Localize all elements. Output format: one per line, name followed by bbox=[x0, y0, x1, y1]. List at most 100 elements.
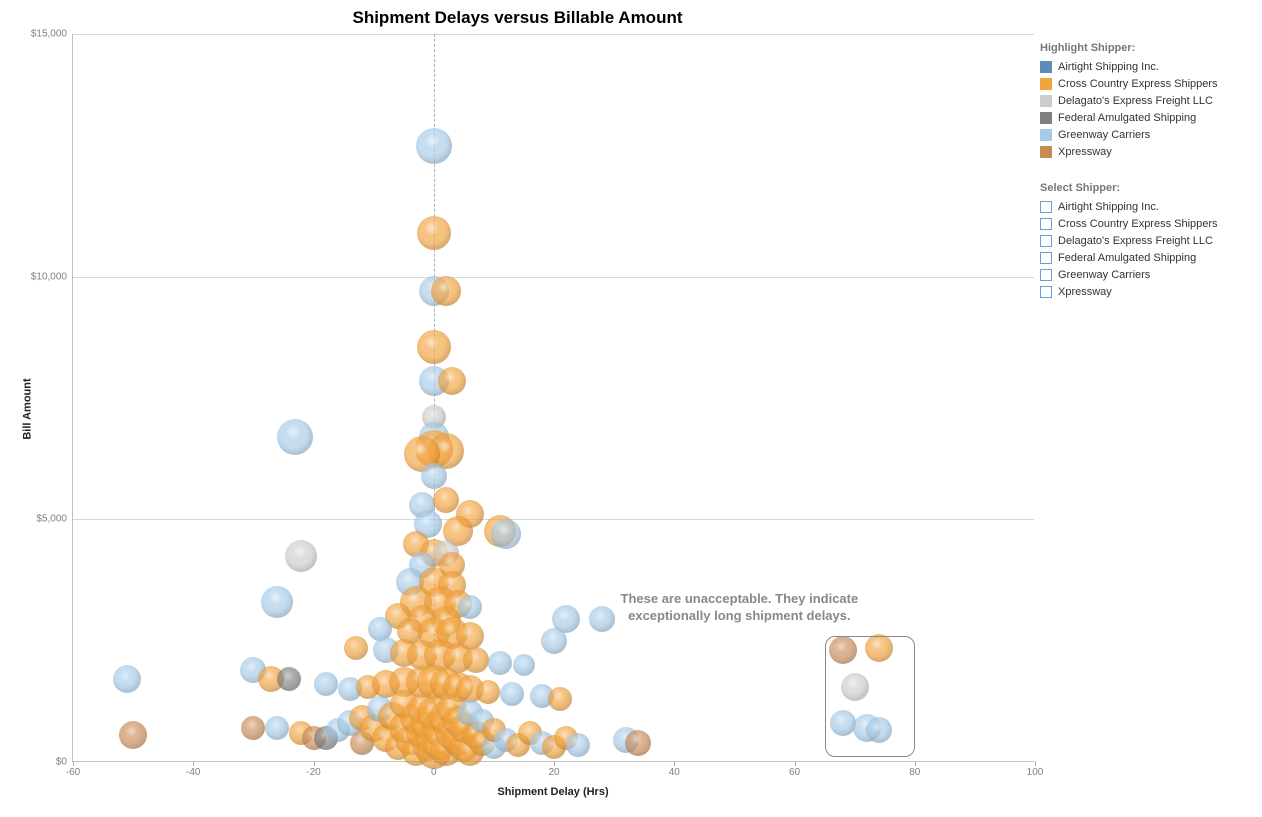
data-point[interactable] bbox=[350, 731, 374, 755]
data-point[interactable] bbox=[482, 735, 506, 759]
data-point[interactable] bbox=[456, 622, 484, 650]
data-point[interactable] bbox=[506, 733, 530, 757]
data-point[interactable] bbox=[443, 706, 473, 736]
data-point[interactable] bbox=[408, 605, 436, 633]
data-point[interactable] bbox=[439, 552, 465, 578]
data-point[interactable] bbox=[494, 728, 518, 752]
data-point[interactable] bbox=[443, 516, 473, 546]
data-point[interactable] bbox=[488, 651, 512, 675]
data-point[interactable] bbox=[409, 552, 435, 578]
data-point[interactable] bbox=[240, 657, 266, 683]
data-point[interactable] bbox=[113, 665, 141, 693]
data-point[interactable] bbox=[442, 724, 474, 756]
legend-highlight-item[interactable]: Federal Amulgated Shipping bbox=[1040, 109, 1255, 126]
data-point[interactable] bbox=[449, 732, 479, 762]
legend-highlight-item[interactable]: Greenway Carriers bbox=[1040, 126, 1255, 143]
data-point[interactable] bbox=[482, 718, 506, 742]
checkbox-icon[interactable] bbox=[1040, 201, 1052, 213]
data-point[interactable] bbox=[435, 716, 469, 750]
data-point[interactable] bbox=[431, 606, 461, 636]
data-point[interactable] bbox=[119, 721, 147, 749]
data-point[interactable] bbox=[423, 726, 457, 760]
data-point[interactable] bbox=[422, 710, 458, 746]
data-point[interactable] bbox=[326, 718, 350, 742]
checkbox-icon[interactable] bbox=[1040, 286, 1052, 298]
data-point[interactable] bbox=[258, 666, 284, 692]
legend-highlight-item[interactable]: Xpressway bbox=[1040, 143, 1255, 160]
data-point[interactable] bbox=[277, 667, 301, 691]
data-point[interactable] bbox=[400, 702, 432, 734]
data-point[interactable] bbox=[438, 367, 466, 395]
data-point[interactable] bbox=[463, 647, 489, 673]
legend-select-item[interactable]: Xpressway bbox=[1040, 283, 1255, 300]
data-point[interactable] bbox=[385, 734, 411, 760]
data-point[interactable] bbox=[444, 590, 472, 618]
data-point[interactable] bbox=[456, 675, 484, 703]
data-point[interactable] bbox=[373, 637, 399, 663]
data-point[interactable] bbox=[367, 696, 393, 722]
legend-highlight-item[interactable]: Delagato's Express Freight LLC bbox=[1040, 92, 1255, 109]
data-point[interactable] bbox=[438, 571, 466, 599]
data-point[interactable] bbox=[289, 721, 313, 745]
data-point[interactable] bbox=[349, 705, 375, 731]
data-point[interactable] bbox=[449, 713, 479, 743]
data-point[interactable] bbox=[456, 738, 484, 766]
data-point[interactable] bbox=[548, 687, 572, 711]
data-point[interactable] bbox=[436, 617, 468, 649]
data-point[interactable] bbox=[241, 716, 265, 740]
data-point[interactable] bbox=[412, 729, 444, 761]
checkbox-icon[interactable] bbox=[1040, 269, 1052, 281]
data-point[interactable] bbox=[443, 672, 473, 702]
data-point[interactable] bbox=[314, 726, 338, 750]
data-point[interactable] bbox=[433, 487, 459, 513]
data-point[interactable] bbox=[338, 677, 362, 701]
legend-select-item[interactable]: Delagato's Express Freight LLC bbox=[1040, 232, 1255, 249]
data-point[interactable] bbox=[390, 690, 418, 718]
data-point[interactable] bbox=[356, 675, 380, 699]
data-point[interactable] bbox=[431, 276, 461, 306]
data-point[interactable] bbox=[518, 721, 542, 745]
data-point[interactable] bbox=[302, 726, 326, 750]
data-point[interactable] bbox=[265, 716, 289, 740]
data-point[interactable] bbox=[390, 639, 418, 667]
data-point[interactable] bbox=[541, 628, 567, 654]
legend-select-item[interactable]: Federal Amulgated Shipping bbox=[1040, 249, 1255, 266]
data-point[interactable] bbox=[530, 731, 554, 755]
data-point[interactable] bbox=[470, 709, 494, 733]
legend-highlight-item[interactable]: Cross Country Express Shippers bbox=[1040, 75, 1255, 92]
data-point[interactable] bbox=[360, 714, 388, 742]
data-point[interactable] bbox=[554, 726, 578, 750]
data-point[interactable] bbox=[424, 586, 456, 618]
data-point[interactable] bbox=[462, 721, 490, 749]
data-point[interactable] bbox=[372, 724, 400, 752]
checkbox-icon[interactable] bbox=[1040, 252, 1052, 264]
legend-select-item[interactable]: Greenway Carriers bbox=[1040, 266, 1255, 283]
data-point[interactable] bbox=[395, 725, 425, 755]
data-point[interactable] bbox=[407, 640, 437, 670]
data-point[interactable] bbox=[613, 727, 639, 753]
data-point[interactable] bbox=[389, 713, 419, 743]
data-point[interactable] bbox=[285, 540, 317, 572]
data-point[interactable] bbox=[403, 531, 429, 557]
legend-select-item[interactable]: Cross Country Express Shippers bbox=[1040, 215, 1255, 232]
data-point[interactable] bbox=[400, 586, 432, 618]
data-point[interactable] bbox=[433, 540, 459, 566]
data-point[interactable] bbox=[443, 643, 473, 673]
data-point[interactable] bbox=[552, 605, 580, 633]
data-point[interactable] bbox=[385, 603, 411, 629]
data-point[interactable] bbox=[437, 694, 467, 724]
data-point[interactable] bbox=[566, 733, 590, 757]
legend-select-item[interactable]: Airtight Shipping Inc. bbox=[1040, 198, 1255, 215]
data-point[interactable] bbox=[409, 492, 435, 518]
data-point[interactable] bbox=[314, 672, 338, 696]
data-point[interactable] bbox=[500, 682, 524, 706]
data-point[interactable] bbox=[491, 519, 521, 549]
data-point[interactable] bbox=[469, 730, 495, 756]
data-point[interactable] bbox=[402, 738, 430, 766]
data-point[interactable] bbox=[414, 510, 442, 538]
data-point[interactable] bbox=[378, 702, 406, 730]
checkbox-icon[interactable] bbox=[1040, 235, 1052, 247]
data-point[interactable] bbox=[458, 595, 482, 619]
data-point[interactable] bbox=[530, 684, 554, 708]
data-point[interactable] bbox=[625, 730, 651, 756]
